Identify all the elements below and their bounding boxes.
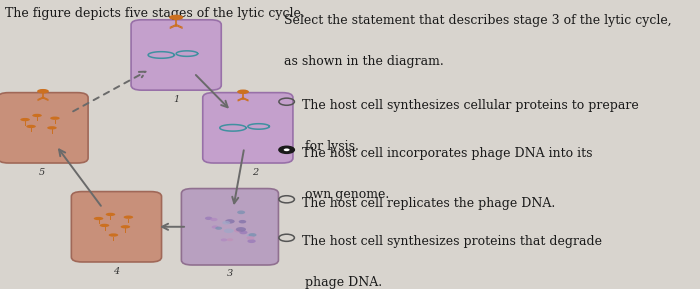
Circle shape: [247, 239, 256, 243]
Circle shape: [220, 238, 228, 241]
Circle shape: [248, 233, 256, 237]
Text: The host cell synthesizes proteins that degrade: The host cell synthesizes proteins that …: [302, 235, 601, 248]
Circle shape: [236, 227, 246, 232]
Text: own genome.: own genome.: [304, 188, 389, 201]
Ellipse shape: [47, 126, 57, 129]
Circle shape: [239, 220, 246, 223]
Ellipse shape: [106, 213, 116, 216]
Text: for lysis.: for lysis.: [304, 140, 358, 153]
Circle shape: [239, 231, 248, 234]
Circle shape: [223, 221, 230, 225]
Text: 2: 2: [252, 168, 258, 177]
FancyBboxPatch shape: [203, 93, 293, 163]
Ellipse shape: [37, 89, 49, 93]
Ellipse shape: [120, 225, 130, 228]
Text: as shown in the diagram.: as shown in the diagram.: [284, 55, 443, 68]
Circle shape: [224, 229, 234, 233]
Ellipse shape: [169, 15, 183, 20]
FancyBboxPatch shape: [181, 189, 279, 265]
Ellipse shape: [94, 217, 104, 220]
Ellipse shape: [99, 224, 109, 227]
Text: The host cell synthesizes cellular proteins to prepare: The host cell synthesizes cellular prote…: [302, 99, 638, 112]
Ellipse shape: [20, 118, 30, 121]
Circle shape: [284, 149, 290, 151]
Text: 1: 1: [173, 95, 179, 104]
Ellipse shape: [50, 116, 60, 120]
Text: Select the statement that describes stage 3 of the lytic cycle,: Select the statement that describes stag…: [284, 14, 671, 27]
Ellipse shape: [27, 125, 36, 128]
Circle shape: [237, 210, 245, 214]
Circle shape: [215, 227, 222, 230]
Ellipse shape: [32, 114, 42, 117]
Text: The host cell replicates the phage DNA.: The host cell replicates the phage DNA.: [302, 197, 555, 210]
Circle shape: [225, 219, 234, 224]
Circle shape: [246, 236, 254, 240]
Text: 3: 3: [227, 269, 233, 278]
Text: 4: 4: [113, 267, 120, 276]
FancyBboxPatch shape: [0, 93, 88, 163]
Ellipse shape: [108, 234, 118, 237]
Circle shape: [227, 238, 233, 241]
FancyBboxPatch shape: [131, 20, 221, 90]
Text: The host cell incorporates phage DNA into its: The host cell incorporates phage DNA int…: [302, 147, 592, 160]
Circle shape: [210, 218, 218, 221]
FancyBboxPatch shape: [71, 192, 162, 262]
Text: The figure depicts five stages of the lytic cycle.: The figure depicts five stages of the ly…: [5, 7, 304, 20]
Ellipse shape: [124, 216, 133, 219]
Circle shape: [246, 234, 254, 237]
Text: phage DNA.: phage DNA.: [304, 276, 382, 289]
Circle shape: [205, 217, 212, 220]
Ellipse shape: [237, 90, 249, 94]
Circle shape: [279, 146, 295, 153]
Text: 5: 5: [38, 168, 45, 177]
Circle shape: [234, 229, 241, 232]
Circle shape: [211, 225, 218, 229]
